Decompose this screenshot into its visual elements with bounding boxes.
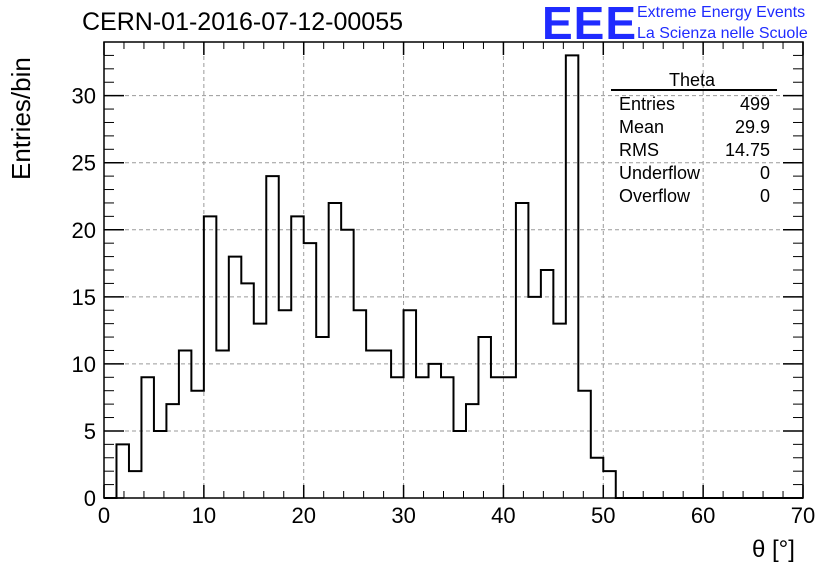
stats-box: Theta Entries 499 Mean 29.9 RMS 14.75 Underflo… xyxy=(611,70,777,206)
x-tick-label: 10 xyxy=(192,503,216,528)
y-tick-label: 0 xyxy=(84,486,96,511)
logo-text-line2: La Scienza nelle Scuole xyxy=(637,25,808,42)
y-tick-label: 15 xyxy=(72,285,96,310)
stats-row-label: Overflow xyxy=(619,186,691,206)
stats-row-label: RMS xyxy=(619,140,659,160)
y-tick-label: 10 xyxy=(72,352,96,377)
stats-row-label: Underflow xyxy=(619,163,701,183)
eee-logo: EEE xyxy=(542,0,638,49)
run-title: CERN-01-2016-07-12-00055 xyxy=(82,8,404,36)
stats-row-label: Entries xyxy=(619,94,675,114)
stats-row-value: 29.9 xyxy=(735,117,770,137)
logo-text-line1: Extreme Energy Events xyxy=(637,4,806,21)
y-tick-label: 5 xyxy=(84,419,96,444)
y-tick-label: 30 xyxy=(72,84,96,109)
x-axis-label: θ [°] xyxy=(752,536,795,563)
y-tick-label: 20 xyxy=(72,218,96,243)
stats-row-label: Mean xyxy=(619,117,664,137)
stats-row-value: 14.75 xyxy=(725,140,770,160)
stats-row-value: 0 xyxy=(760,186,770,206)
x-tick-label: 50 xyxy=(591,503,615,528)
x-tick-label: 60 xyxy=(691,503,715,528)
histogram-step-line xyxy=(104,54,803,499)
stats-rows: Entries 499 Mean 29.9 RMS 14.75 Underflow 0 Over… xyxy=(619,94,770,206)
x-tick-label: 20 xyxy=(291,503,315,528)
x-tick-label: 70 xyxy=(791,503,815,528)
axis-ticks xyxy=(103,41,804,499)
stats-title: Theta xyxy=(669,70,716,90)
stats-row-value: 499 xyxy=(740,94,770,114)
x-tick-label: 0 xyxy=(98,503,110,528)
stats-row-value: 0 xyxy=(760,163,770,183)
y-tick-label: 25 xyxy=(72,151,96,176)
x-tick-label: 30 xyxy=(391,503,415,528)
x-tick-label: 40 xyxy=(491,503,515,528)
tick-labels: 0 10 20 30 40 50 60 70 0 5 10 15 20 25 30 xyxy=(72,84,816,528)
